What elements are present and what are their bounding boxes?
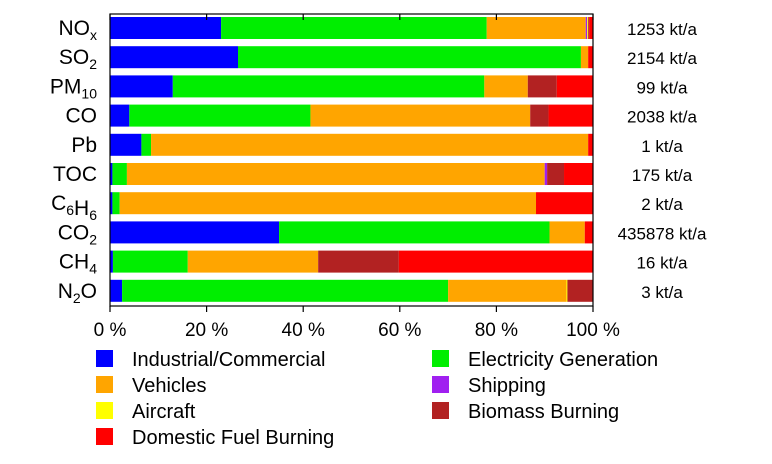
bars-layer: [110, 17, 593, 302]
bar-segment: [486, 17, 586, 39]
legend-label: Biomass Burning: [468, 401, 619, 423]
bar-segment: [110, 221, 280, 244]
category-label: CH4: [59, 251, 97, 277]
category-label: C6H6: [51, 192, 97, 223]
bar-segment: [110, 163, 113, 185]
x-tick-label: 80 %: [475, 320, 518, 341]
bar-segment: [129, 104, 311, 127]
bar-segment: [580, 46, 589, 69]
legend-label: Industrial/Commercial: [132, 349, 325, 371]
total-labels: 1253 kt/a 2154 kt/a 99 kt/a 2038 kt/a 1 kt/a…: [618, 20, 707, 302]
bar-segment: [110, 279, 123, 302]
total-label: 2 kt/a: [641, 195, 683, 214]
bar-segment: [589, 17, 593, 39]
x-tick-label: 40 %: [282, 320, 325, 341]
bar-segment: [566, 279, 568, 302]
legend-swatch: [432, 402, 449, 419]
bar-segment: [126, 163, 545, 185]
bar-segment: [112, 192, 120, 215]
bar-segment: [544, 163, 548, 185]
bar-segment: [110, 46, 238, 69]
bar-segment: [310, 104, 531, 127]
bar-segment: [110, 17, 222, 39]
legend-label: Electricity Generation: [468, 349, 658, 371]
bar-segment: [238, 46, 581, 69]
bar-segment: [172, 75, 485, 98]
bar-segment: [279, 221, 550, 244]
x-tick-label: 100 %: [566, 320, 620, 341]
bar-segment: [549, 221, 585, 244]
legend-label: Vehicles: [132, 375, 207, 397]
total-label: 16 kt/a: [636, 254, 688, 273]
legend-swatch: [96, 428, 113, 445]
legend-swatch: [96, 350, 113, 367]
bar-segment: [536, 192, 593, 215]
legend: Industrial/Commercial Electricity Generat…: [96, 349, 658, 449]
bar-segment: [527, 75, 557, 98]
total-label: 1253 kt/a: [627, 20, 697, 39]
bar-segment: [141, 133, 152, 156]
bar-segment: [448, 279, 567, 302]
total-label: 1 kt/a: [641, 137, 683, 156]
category-label: SO2: [59, 46, 97, 72]
category-label: CO: [66, 105, 98, 128]
total-label: 435878 kt/a: [618, 224, 707, 243]
legend-swatch: [96, 376, 113, 393]
bar-segment: [119, 192, 537, 215]
legend-label: Shipping: [468, 375, 546, 397]
x-tick-label: 60 %: [378, 320, 421, 341]
bar-segment: [530, 104, 549, 127]
total-label: 3 kt/a: [641, 283, 683, 302]
bar-segment: [585, 17, 588, 39]
bar-segment: [151, 133, 589, 156]
bar-segment: [556, 75, 593, 98]
bar-segment: [588, 17, 590, 39]
bar-segment: [587, 17, 589, 39]
total-label: 175 kt/a: [632, 166, 693, 185]
category-label: CO2: [58, 221, 98, 247]
total-label: 99 kt/a: [636, 78, 688, 97]
bar-segment: [112, 163, 127, 185]
bar-segment: [588, 46, 593, 69]
bar-segment: [564, 163, 593, 185]
bar-segment: [318, 250, 399, 273]
bar-segment: [548, 104, 593, 127]
bar-segment: [484, 75, 528, 98]
category-label: N2O: [58, 280, 97, 306]
category-label: PM10: [50, 75, 97, 101]
category-label: NOx: [59, 17, 98, 43]
bar-segment: [122, 279, 449, 302]
total-label: 2038 kt/a: [627, 108, 697, 127]
legend-label: Aircraft: [132, 401, 196, 423]
x-tick-label: 20 %: [185, 320, 228, 341]
plot-frame: [109, 13, 594, 307]
category-label: Pb: [71, 134, 97, 157]
bar-segment: [110, 75, 173, 98]
bar-segment: [567, 279, 593, 302]
bar-segment: [110, 192, 113, 215]
total-label: 2154 kt/a: [627, 49, 697, 68]
legend-swatch: [96, 402, 113, 419]
category-label: TOC: [53, 163, 97, 186]
bar-segment: [547, 163, 565, 185]
x-tick-label: 0 %: [94, 320, 127, 341]
bar-segment: [588, 133, 593, 156]
bar-segment: [112, 250, 188, 273]
bar-segment: [110, 250, 113, 273]
bar-segment: [110, 133, 142, 156]
legend-label: Domestic Fuel Burning: [132, 427, 334, 449]
legend-swatch: [432, 376, 449, 393]
x-axis: 0 % 20 % 40 % 60 % 80 % 100 %: [94, 13, 620, 341]
bar-segment: [398, 250, 593, 273]
legend-swatch: [432, 350, 449, 367]
bar-segment: [110, 104, 130, 127]
bar-segment: [187, 250, 319, 273]
bar-segment: [584, 221, 593, 244]
bar-segment: [221, 17, 487, 39]
